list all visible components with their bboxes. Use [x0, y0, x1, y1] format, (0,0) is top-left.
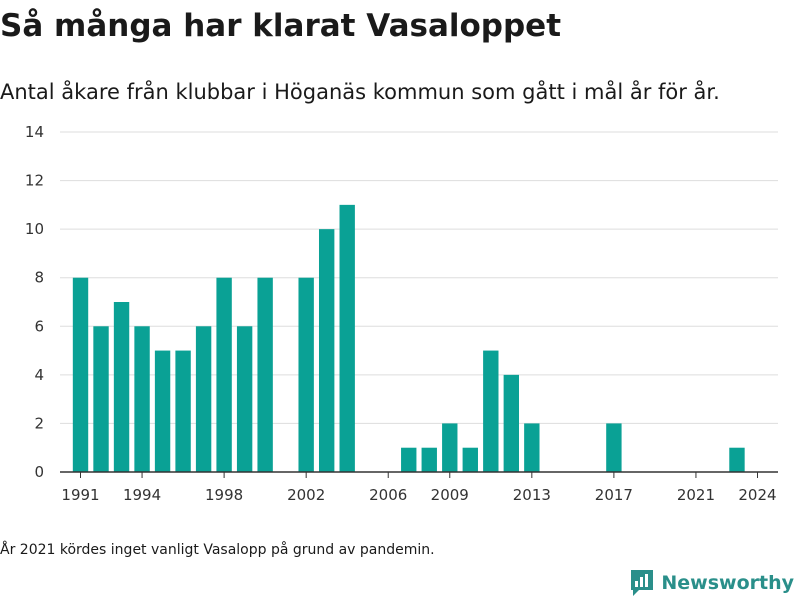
chart-subtitle: Antal åkare från klubbar i Höganäs kommu…	[0, 80, 720, 104]
chart-title: Så många har klarat Vasaloppet	[0, 8, 562, 44]
y-tick-label: 14	[25, 123, 44, 141]
bar[interactable]	[339, 204, 355, 472]
bar[interactable]	[503, 374, 520, 472]
bar[interactable]	[483, 350, 499, 472]
bar[interactable]	[216, 277, 232, 472]
bar[interactable]	[318, 229, 335, 472]
bar[interactable]	[175, 350, 191, 472]
x-tick-label: 2021	[677, 486, 715, 504]
y-tick-label: 6	[34, 317, 44, 335]
bar[interactable]	[134, 326, 150, 472]
x-tick-label: 2006	[369, 486, 407, 504]
x-tick-label: 2017	[595, 486, 633, 504]
x-tick-label: 2024	[738, 486, 776, 504]
x-tick-label: 2002	[287, 486, 325, 504]
axes: 0 2 4 6 8 10 12 14 1991 1994 1998 2002 2006 2009 2013 2…	[25, 123, 778, 504]
bar[interactable]	[442, 423, 458, 472]
bar[interactable]	[729, 447, 745, 472]
bar[interactable]	[236, 326, 253, 472]
bar[interactable]	[298, 277, 314, 472]
bar[interactable]	[113, 302, 130, 472]
bar[interactable]	[524, 423, 540, 472]
y-tick-label: 4	[34, 366, 44, 384]
bars	[72, 204, 745, 472]
bar[interactable]	[257, 277, 273, 472]
y-tick-label: 10	[25, 220, 44, 238]
bar[interactable]	[195, 326, 212, 472]
bar[interactable]	[154, 350, 171, 472]
bar[interactable]	[421, 447, 437, 472]
y-tick-label: 0	[34, 463, 44, 481]
y-tick-label: 2	[34, 414, 44, 432]
x-tick-label: 2009	[431, 486, 469, 504]
bar[interactable]	[93, 326, 109, 472]
x-tick-label: 1994	[123, 486, 161, 504]
x-tick-label: 1991	[61, 486, 99, 504]
bar[interactable]	[401, 447, 417, 472]
y-tick-label: 8	[34, 269, 44, 287]
x-tick-label: 1998	[205, 486, 243, 504]
y-tick-label: 12	[25, 172, 44, 190]
bar[interactable]	[72, 277, 89, 472]
brand-logo[interactable]: Newsworthy	[629, 568, 794, 598]
bar-chart: 0 2 4 6 8 10 12 14 1991 1994 1998 2002 2006 2009 2013 2…	[25, 123, 778, 504]
footnote: År 2021 kördes inget vanligt Vasalopp på…	[0, 542, 435, 558]
bar[interactable]	[462, 447, 478, 472]
bar[interactable]	[606, 423, 622, 472]
x-tick-label: 2013	[513, 486, 551, 504]
brand-name: Newsworthy	[661, 572, 794, 594]
newsworthy-logo-icon	[631, 570, 654, 596]
